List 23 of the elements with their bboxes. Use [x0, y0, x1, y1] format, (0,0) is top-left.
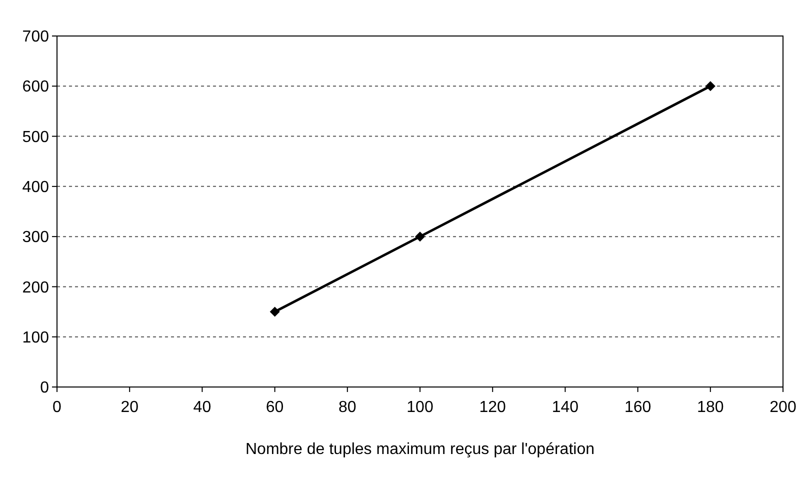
y-tick-label: 100 [22, 329, 50, 346]
x-tick-label: 60 [266, 399, 284, 416]
y-tick-label: 300 [22, 229, 50, 246]
x-tick-label: 120 [479, 399, 506, 416]
x-tick-label: 180 [697, 399, 724, 416]
x-tick-label: 80 [338, 399, 356, 416]
y-tick-label: 400 [22, 179, 50, 196]
y-tick-label: 200 [22, 279, 50, 296]
point [270, 306, 280, 317]
x-axis-title: Nombre de tuples maximum reçus par l'opération [246, 441, 594, 458]
point [705, 81, 716, 92]
x-tick-label: 0 [52, 399, 62, 416]
x-tick-label: 100 [406, 399, 434, 416]
x-tick-label: 140 [552, 399, 579, 416]
y-tick-label: 500 [22, 128, 50, 146]
x-tick-label: 40 [193, 399, 212, 416]
x-tick-label: 20 [120, 399, 139, 416]
y-tick-label: 700 [22, 28, 50, 46]
point [415, 232, 425, 242]
x-tick-label: 160 [624, 399, 652, 416]
x-tick-label: 200 [770, 399, 796, 416]
y-tick-label: 0 [40, 380, 50, 397]
y-tick-label: 600 [22, 78, 50, 96]
